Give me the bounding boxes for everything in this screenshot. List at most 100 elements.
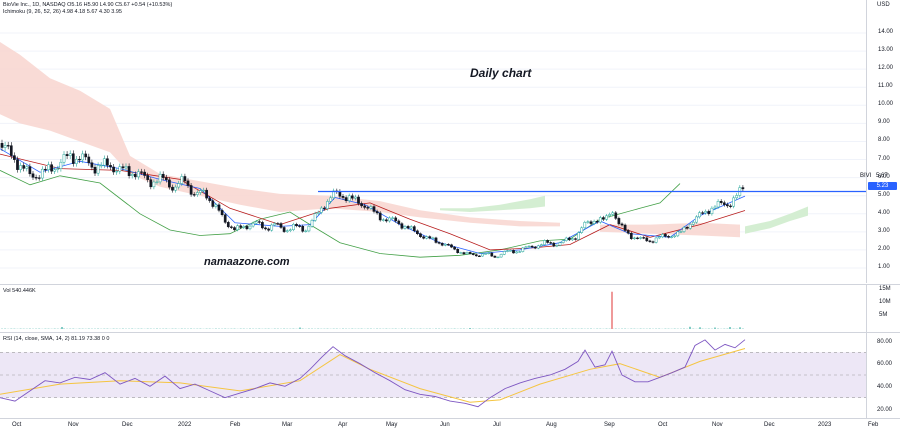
ichimoku-cloud-bullish (440, 195, 545, 212)
rsi-legend[interactable]: RSI (14, close, SMA, 14, 2) 81.19 73.38 … (3, 336, 110, 342)
candle-body (118, 166, 122, 172)
volume-bar (444, 328, 447, 329)
pane-divider[interactable] (0, 284, 900, 285)
candle-body (25, 166, 29, 169)
volume-bar (679, 328, 682, 329)
candle-body (75, 158, 78, 164)
candle-body (316, 212, 320, 214)
candle-body (230, 226, 233, 228)
candle-body (598, 217, 602, 223)
volume-bar (714, 327, 716, 329)
price-chart[interactable] (0, 0, 866, 283)
candle-body (540, 244, 543, 247)
candle-body (192, 194, 196, 196)
volume-bar (462, 328, 465, 329)
price-axis[interactable]: USD 14.00 13.00 12.00 11.00 10.00 9.00 8.00 7.0… (860, 0, 900, 283)
candle-body (248, 225, 252, 230)
candle-body (34, 177, 38, 179)
volume-bar (438, 328, 441, 329)
candle-body (419, 233, 422, 237)
candle-body (326, 201, 329, 209)
candle-body (536, 245, 540, 249)
volume-bar (264, 328, 267, 329)
candle-body (552, 242, 556, 247)
ichimoku-legend[interactable]: Ichimoku (9, 26, 52, 26) 4.98 4.18 5.67 … (3, 9, 122, 15)
volume-bar (379, 328, 382, 329)
volume-bar (13, 328, 16, 329)
volume-bar (648, 328, 651, 329)
volume-bar (81, 328, 84, 329)
watermark-text: namaazone.com (204, 256, 290, 268)
volume-bar (425, 328, 428, 329)
candle-body (186, 180, 190, 186)
candle-body (443, 244, 447, 246)
chart-title: Daily chart (470, 66, 532, 80)
candle-body (270, 224, 274, 231)
candle-body (698, 212, 701, 218)
candle-body (155, 181, 159, 183)
candle-body (220, 210, 224, 216)
candle-body (189, 185, 193, 195)
volume-bar (258, 328, 261, 329)
candle-body (143, 171, 146, 176)
volume-bar (515, 328, 518, 329)
time-label: Nov (712, 422, 723, 428)
candle-body (431, 237, 435, 239)
volume-bar (450, 328, 453, 329)
rsi-axis[interactable]: 80.00 60.00 40.00 20.00 (866, 333, 900, 418)
candle-body (304, 230, 308, 232)
candle-body (9, 145, 13, 156)
volume-bar (655, 328, 658, 329)
candle-body (208, 197, 212, 201)
candle-body (719, 201, 723, 203)
volume-bar (503, 328, 506, 329)
price-pane[interactable]: BioVie Inc., 1D, NASDAQ O5.16 H5.90 L4.9… (0, 0, 866, 283)
pane-divider[interactable] (0, 332, 900, 333)
candle-body (363, 205, 367, 208)
volume-bar (252, 328, 255, 329)
volume-bar (447, 328, 450, 329)
volume-bar (369, 328, 372, 329)
volume-bar (146, 328, 149, 329)
volume-axis[interactable]: 15M 10M 5M (866, 285, 900, 332)
volume-bar (249, 328, 251, 329)
candle-body (115, 170, 119, 173)
candle-body (701, 212, 704, 214)
candle-body (481, 253, 484, 257)
volume-bar (292, 328, 295, 329)
candle-body (164, 177, 168, 181)
volume-bar (723, 328, 726, 329)
price-tick: 9.00 (878, 119, 890, 126)
volume-legend[interactable]: Vol 540.446K (3, 288, 36, 294)
rsi-pane[interactable]: RSI (14, close, SMA, 14, 2) 81.19 73.38 … (0, 333, 866, 418)
candle-body (397, 220, 401, 224)
volume-bar (208, 328, 211, 329)
time-label: May (386, 422, 398, 428)
volume-pane[interactable]: Vol 540.446K (0, 285, 866, 332)
candle-body (226, 222, 230, 228)
time-label: Jun (440, 422, 450, 428)
time-axis-divider (0, 418, 900, 419)
volume-bar (4, 328, 7, 329)
volume-bar (326, 328, 329, 329)
candle-body (651, 241, 655, 243)
candle-body (527, 245, 531, 248)
price-tick: 11.00 (878, 83, 893, 90)
volume-bar (106, 328, 109, 329)
candle-body (0, 143, 4, 148)
candle-body (254, 221, 258, 224)
volume-bar (639, 328, 642, 329)
candle-body (518, 251, 522, 253)
vol-tick: 5M (879, 312, 888, 318)
volume-bar (140, 328, 143, 329)
volume-bar (478, 328, 481, 329)
rsi-line (0, 339, 746, 408)
volume-chart (1, 291, 744, 329)
candle-body (629, 232, 633, 239)
volume-bar (230, 328, 233, 329)
volume-bar (360, 328, 363, 329)
volume-bar (125, 328, 127, 329)
candle-body (171, 186, 174, 191)
symbol-legend[interactable]: BioVie Inc., 1D, NASDAQ O5.16 H5.90 L4.9… (3, 2, 173, 8)
time-axis[interactable]: Oct Nov Dec 2022 Feb Mar Apr May Jun Jul Aug Sep Oct… (0, 419, 900, 432)
